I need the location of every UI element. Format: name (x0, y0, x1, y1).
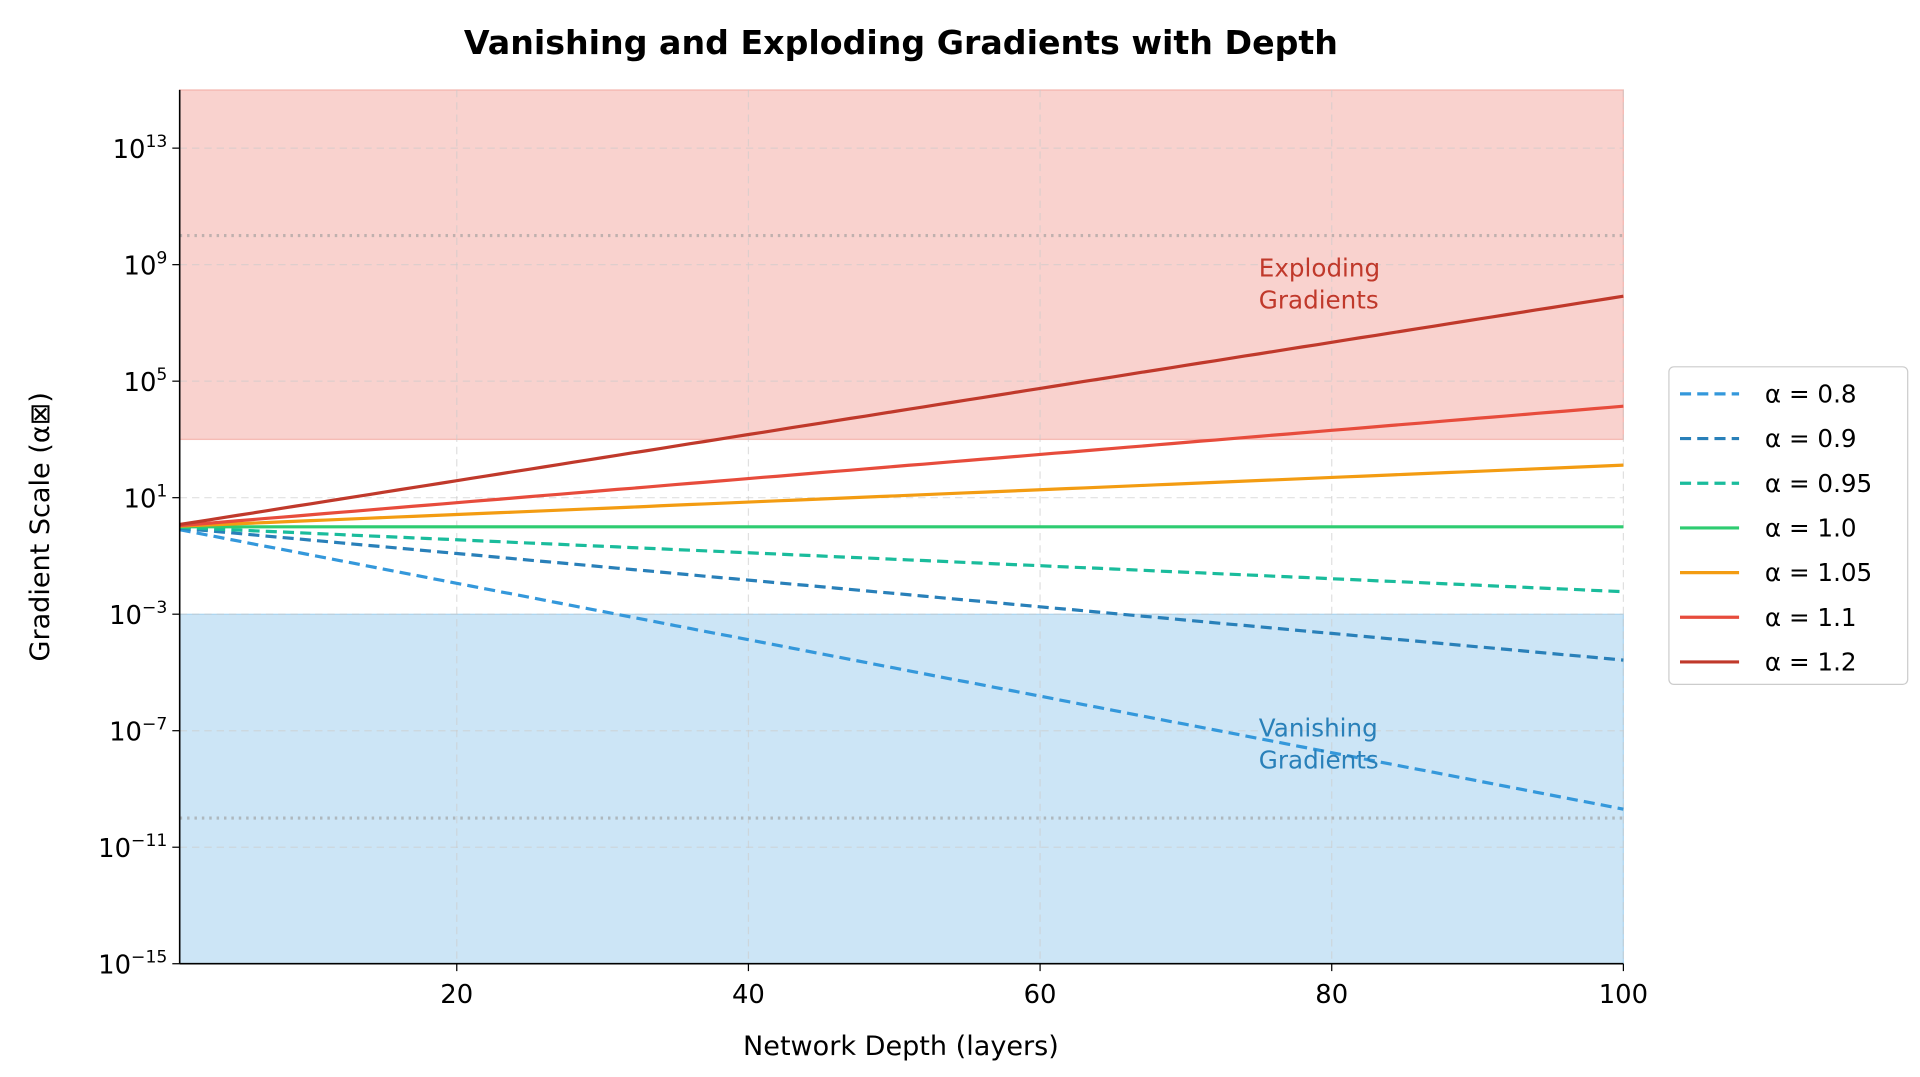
series-line (179, 525, 1624, 594)
y-axis-label: Gradient Scale (α⊠) (25, 392, 56, 661)
y-tick-label: 10−11 (98, 831, 167, 864)
series-line (179, 404, 1624, 528)
x-tick-label: 20 (440, 980, 473, 1010)
series-line (179, 463, 1624, 528)
x-axis-label: Network Depth (layers) (743, 1031, 1059, 1062)
chart-title: Vanishing and Exploding Gradients with D… (464, 23, 1338, 62)
series-line (179, 528, 1624, 811)
y-tick-label: 109 (124, 248, 168, 281)
legend-label: α = 1.1 (1765, 603, 1857, 632)
series-line (179, 294, 1624, 527)
y-tick-label: 10−3 (109, 598, 167, 631)
legend-label: α = 0.95 (1765, 469, 1872, 498)
legend-label: α = 1.0 (1765, 514, 1857, 543)
x-tick-label: 60 (1024, 980, 1057, 1010)
legend-label: α = 0.8 (1765, 380, 1857, 409)
legend-label: α = 1.2 (1765, 648, 1857, 677)
legend-box (1668, 366, 1909, 685)
x-tick-label: 40 (732, 980, 765, 1010)
vanishing-region (179, 613, 1624, 965)
y-tick-label: 10−7 (109, 714, 167, 747)
annotation: Exploding Gradients (1259, 253, 1380, 314)
y-tick-label: 105 (124, 365, 168, 398)
series-line (179, 526, 1624, 662)
legend: α = 0.8 α = 0.9 α = 0.95 α = 1.0 α = 1.05 α =… (1668, 366, 1909, 685)
y-tick-label: 10−15 (98, 948, 167, 981)
y-tick-label: 101 (124, 481, 168, 514)
legend-label: α = 0.9 (1765, 424, 1857, 453)
y-tick-label: 1013 (113, 132, 168, 165)
x-tick-label: 100 (1599, 980, 1648, 1010)
legend-label: α = 1.05 (1765, 558, 1872, 587)
x-tick-label: 80 (1315, 980, 1348, 1010)
annotation: Vanishing Gradients (1259, 714, 1379, 775)
